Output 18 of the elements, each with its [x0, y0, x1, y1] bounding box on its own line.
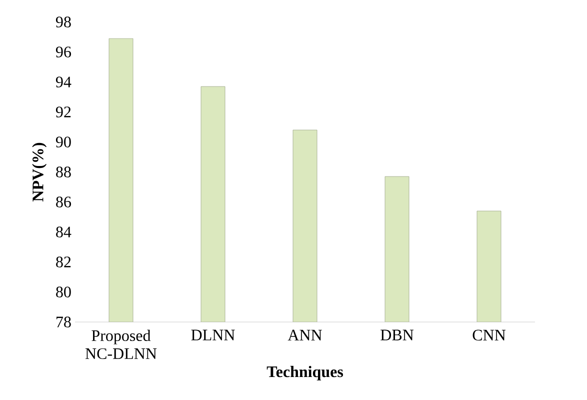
x-tick-label: DBN	[380, 330, 414, 340]
y-tick-label: 84	[56, 226, 72, 238]
y-tick-label: 94	[56, 76, 72, 88]
x-tick-label: DLNN	[191, 330, 235, 340]
y-tick-label: 86	[56, 196, 71, 208]
x-tick-label: CNN	[472, 330, 506, 341]
y-tick-label: 82	[56, 256, 71, 268]
y-tick-label: 96	[56, 46, 71, 58]
y-tick-label: 78	[56, 316, 71, 328]
x-tick-label: ANN	[288, 330, 322, 340]
y-tick-label: 98	[56, 16, 71, 28]
y-tick-label: 90	[56, 136, 71, 148]
x-tick-label: Proposed NC-DLNN	[85, 330, 157, 360]
y-tick-label: 92	[56, 106, 71, 118]
x-axis-title: Techniques	[266, 366, 344, 380]
y-axis-title: NPV(%)	[32, 142, 47, 202]
y-tick-label: 80	[56, 286, 71, 298]
y-tick-label: 88	[56, 166, 71, 178]
